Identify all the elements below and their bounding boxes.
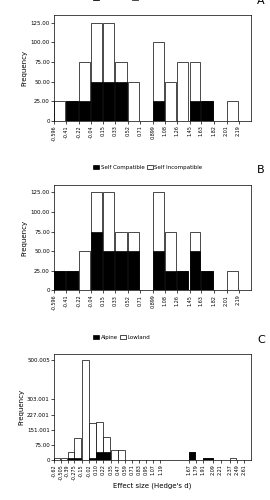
Legend: Plant-level, Partial-level: Plant-level, Partial-level xyxy=(92,0,173,2)
Bar xyxy=(190,251,200,290)
Bar xyxy=(96,452,103,460)
Bar xyxy=(177,271,188,290)
Legend: Alpine, Lowland: Alpine, Lowland xyxy=(92,334,151,341)
Bar xyxy=(89,458,96,460)
Bar xyxy=(118,450,125,460)
Bar xyxy=(79,62,90,121)
Bar xyxy=(128,251,140,290)
Bar xyxy=(115,62,127,121)
Bar xyxy=(91,23,102,121)
Bar xyxy=(201,102,213,121)
Bar xyxy=(177,62,188,121)
Y-axis label: Frequency: Frequency xyxy=(18,389,24,425)
Bar xyxy=(153,102,164,121)
Bar xyxy=(190,102,200,121)
Bar xyxy=(66,271,78,290)
Bar xyxy=(153,42,164,121)
Text: A: A xyxy=(257,0,265,6)
Bar xyxy=(201,271,213,290)
Bar xyxy=(61,458,67,460)
Bar xyxy=(103,452,110,460)
Bar xyxy=(189,452,195,460)
Y-axis label: Frequency: Frequency xyxy=(22,220,28,256)
Y-axis label: Frequency: Frequency xyxy=(22,50,28,86)
Bar xyxy=(91,192,102,290)
Bar xyxy=(115,232,127,290)
Bar xyxy=(66,271,78,290)
Bar xyxy=(165,271,176,290)
Bar xyxy=(115,251,127,290)
Bar xyxy=(66,102,78,121)
Bar xyxy=(54,102,65,121)
Bar xyxy=(96,422,103,460)
Bar xyxy=(74,458,81,460)
Bar xyxy=(89,423,96,460)
Bar xyxy=(177,271,188,290)
Bar xyxy=(227,102,238,121)
Bar xyxy=(201,271,213,290)
Bar xyxy=(66,102,78,121)
X-axis label: Effect size (Hedge's d): Effect size (Hedge's d) xyxy=(113,482,192,489)
Bar xyxy=(103,192,114,290)
Bar xyxy=(230,458,237,460)
Bar xyxy=(190,62,200,121)
Bar xyxy=(103,437,110,460)
Bar xyxy=(203,458,212,460)
Bar xyxy=(91,82,102,121)
Bar xyxy=(68,458,74,460)
Bar xyxy=(201,102,213,121)
Bar xyxy=(79,251,90,290)
Legend: Self Compatible, Self Incompatible: Self Compatible, Self Incompatible xyxy=(92,164,204,172)
Bar xyxy=(54,458,60,460)
Bar xyxy=(111,450,117,460)
Bar xyxy=(54,271,65,290)
Bar xyxy=(54,271,65,290)
Bar xyxy=(115,82,127,121)
Bar xyxy=(103,23,114,121)
Bar xyxy=(82,360,89,460)
Bar xyxy=(189,452,195,460)
Bar xyxy=(153,192,164,290)
Bar xyxy=(203,458,212,460)
Bar xyxy=(190,232,200,290)
Text: B: B xyxy=(257,166,265,175)
Bar xyxy=(103,251,114,290)
Bar xyxy=(103,82,114,121)
Bar xyxy=(165,232,176,290)
Bar xyxy=(165,82,176,121)
Bar xyxy=(79,102,90,121)
Bar xyxy=(68,452,74,460)
Bar xyxy=(91,232,102,290)
Bar xyxy=(128,232,140,290)
Bar xyxy=(227,271,238,290)
Bar xyxy=(74,438,81,460)
Bar xyxy=(128,82,140,121)
Text: C: C xyxy=(257,335,265,345)
Bar xyxy=(153,251,164,290)
